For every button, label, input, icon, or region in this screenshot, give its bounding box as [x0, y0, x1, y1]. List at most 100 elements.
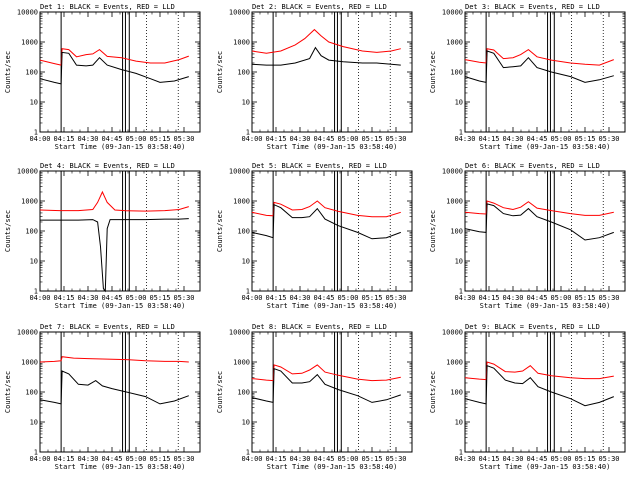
y-tick-label: 10: [242, 258, 250, 266]
y-tick-label: 1000: [446, 198, 463, 206]
x-tick-label: 04:45: [101, 294, 122, 302]
x-axis-label: Start Time (09-Jan-15 03:58:40): [267, 143, 398, 151]
x-tick-label: 05:15: [149, 294, 170, 302]
y-axis-label: Counts/sec: [4, 210, 12, 252]
y-tick-label: 10000: [442, 329, 463, 337]
x-axis-label: Start Time (09-Jan-15 03:58:40): [480, 143, 611, 151]
x-axis-label: Start Time (09-Jan-15 03:58:40): [480, 463, 611, 471]
y-tick-label: 1000: [233, 359, 250, 367]
x-tick-label: 05:00: [337, 294, 358, 302]
chart-title: Det 1: BLACK = Events, RED = LLD: [40, 3, 175, 11]
plot-frame: [251, 170, 413, 292]
y-tick-label: 10: [455, 258, 463, 266]
events-series-line: [40, 218, 189, 293]
lld-series-line: [39, 190, 189, 212]
x-tick-label: 04:15: [265, 455, 286, 463]
chart-title: Det 3: BLACK = Events, RED = LLD: [465, 3, 600, 11]
x-tick-label: 04:00: [241, 294, 262, 302]
x-tick-label: 04:30: [502, 455, 523, 463]
x-tick-label: 04:30: [454, 135, 475, 143]
events-series-line: [464, 364, 614, 407]
x-tick-label: 05:15: [361, 455, 382, 463]
x-tick-label: 04:15: [53, 455, 74, 463]
x-tick-label: 05:15: [361, 294, 382, 302]
chart-panel-4: Det 4: BLACK = Events, RED = LLD 1 10 100 10…: [4, 162, 201, 310]
y-tick-label: 100: [237, 228, 250, 236]
x-axis-label: Start Time (09-Jan-15 03:58:40): [267, 463, 398, 471]
chart-title: Det 2: BLACK = Events, RED = LLD: [252, 3, 387, 11]
events-series-line: [39, 370, 189, 405]
y-tick-label: 1: [459, 129, 463, 137]
y-tick-label: 1: [459, 288, 463, 296]
x-tick-label: 04:45: [526, 455, 547, 463]
y-tick-label: 1000: [21, 359, 38, 367]
x-tick-label: 05:00: [337, 455, 358, 463]
y-tick-label: 1: [246, 129, 250, 137]
plot-frame: [251, 331, 413, 453]
y-axis-label: Counts/sec: [429, 210, 437, 252]
x-tick-label: 04:30: [502, 135, 523, 143]
chart-panel-6: Det 6: BLACK = Events, RED = LLD 1 10 100 10…: [429, 162, 626, 310]
y-tick-label: 10000: [442, 168, 463, 176]
x-tick-label: 05:30: [598, 135, 619, 143]
x-axis-label: Start Time (09-Jan-15 03:58:40): [55, 302, 186, 310]
y-tick-label: 1: [34, 288, 38, 296]
x-tick-label: 04:00: [241, 135, 262, 143]
x-tick-label: 05:00: [125, 294, 146, 302]
y-tick-label: 10000: [229, 168, 250, 176]
x-tick-label: 05:00: [550, 135, 571, 143]
y-tick-label: 10: [30, 419, 38, 427]
chart-title: Det 5: BLACK = Events, RED = LLD: [252, 162, 387, 170]
y-tick-label: 1: [459, 449, 463, 457]
x-axis-label: Start Time (09-Jan-15 03:58:40): [480, 302, 611, 310]
chart-title: Det 9: BLACK = Events, RED = LLD: [465, 323, 600, 331]
x-tick-label: 05:30: [598, 455, 619, 463]
y-tick-label: 10: [455, 419, 463, 427]
chart-panel-2: Det 2: BLACK = Events, RED = LLD 1 10 100 10…: [216, 3, 413, 151]
x-tick-label: 04:00: [29, 135, 50, 143]
x-axis-label: Start Time (09-Jan-15 03:58:40): [55, 143, 186, 151]
y-tick-label: 10: [242, 99, 250, 107]
x-tick-label: 04:15: [265, 135, 286, 143]
x-tick-label: 04:30: [502, 294, 523, 302]
x-tick-label: 04:30: [77, 455, 98, 463]
x-tick-label: 04:45: [313, 455, 334, 463]
x-tick-label: 05:30: [385, 455, 406, 463]
x-tick-label: 04:45: [526, 294, 547, 302]
y-tick-label: 1: [246, 449, 250, 457]
y-tick-label: 1000: [21, 39, 38, 47]
y-axis-label: Counts/sec: [216, 210, 224, 252]
y-axis-label: Counts/sec: [216, 371, 224, 413]
y-tick-label: 1: [34, 129, 38, 137]
x-tick-label: 05:15: [361, 135, 382, 143]
x-tick-label: 05:15: [574, 294, 595, 302]
events-series-line: [251, 368, 401, 404]
x-tick-label: 05:00: [125, 455, 146, 463]
y-tick-label: 10000: [229, 329, 250, 337]
chart-panel-5: Det 5: BLACK = Events, RED = LLD 1 10 100 10…: [216, 162, 413, 310]
plot-frame: [39, 170, 201, 292]
y-tick-label: 10: [242, 419, 250, 427]
plot-frame: [39, 331, 201, 453]
x-tick-label: 05:15: [574, 455, 595, 463]
y-tick-label: 1: [34, 449, 38, 457]
x-tick-label: 04:45: [101, 135, 122, 143]
x-tick-label: 04:30: [289, 135, 310, 143]
x-tick-label: 05:30: [385, 294, 406, 302]
chart-panel-3: Det 3: BLACK = Events, RED = LLD 1 10 100 10…: [429, 3, 626, 151]
y-tick-label: 1000: [233, 39, 250, 47]
chart-panel-9: Det 9: BLACK = Events, RED = LLD 1 10 100 10…: [429, 323, 626, 471]
x-tick-label: 04:30: [289, 455, 310, 463]
x-tick-label: 05:15: [149, 135, 170, 143]
y-tick-label: 100: [450, 228, 463, 236]
y-tick-label: 1000: [21, 198, 38, 206]
y-tick-label: 10: [455, 99, 463, 107]
x-tick-label: 04:15: [478, 294, 499, 302]
y-axis-label: Counts/sec: [4, 51, 12, 93]
x-tick-label: 04:30: [289, 294, 310, 302]
y-tick-label: 100: [25, 389, 38, 397]
x-tick-label: 05:30: [385, 135, 406, 143]
plot-frame: [464, 331, 626, 453]
x-tick-label: 05:30: [173, 455, 194, 463]
